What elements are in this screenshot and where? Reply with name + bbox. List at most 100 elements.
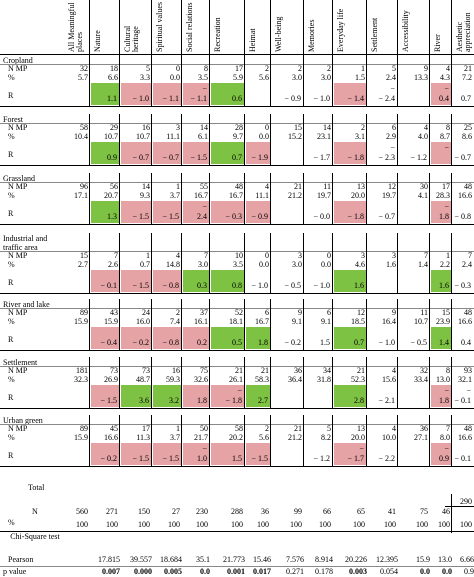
cell-percent: 18.5 [351,317,365,326]
column-divider [429,173,430,225]
column-divider [429,55,430,107]
cell-residual: − 1.0 [246,270,271,292]
cell-count: 7 [468,251,472,260]
residual-value: − 2.1 [378,396,395,405]
column-divider [366,0,367,54]
cell-percent: 9.1 [321,317,331,326]
total-count: 288 [231,507,243,516]
cell-residual [399,385,430,407]
cell-percent: 52.3 [351,375,365,384]
cell-count: 18 [110,64,118,73]
pvalue-value: 0.0 [420,567,430,576]
total-label: Total [28,483,45,492]
cell-count: 89 [80,424,88,433]
residual-value: − 1.0 [132,94,149,103]
cell-percent: 7.4 [170,317,180,326]
pearson-value: 12.395 [376,555,398,564]
cell-count: 21 [464,64,472,73]
pearson-value: 15.46 [253,555,271,564]
cell-percent: 33.4 [414,375,428,384]
cell-residual: − 1.4 [334,83,367,105]
residual-value: 2.7 [258,396,268,405]
column-header: Recreation [213,17,222,52]
cell-count: 16 [142,123,150,132]
total-count: 36 [261,507,269,516]
cell-residual: − 1.7 [305,142,333,164]
column-divider [89,357,90,409]
row-rule [0,366,474,367]
section-rule [0,466,474,467]
cell-count: 13 [357,424,365,433]
total-count: 65 [357,507,365,516]
cell-percent: 8.0 [440,433,450,442]
cell-count: 2 [265,424,269,433]
cell-percent: 16.4 [382,317,396,326]
cell-residual [272,142,304,164]
cell-count: 4 [392,366,396,375]
cell-residual: − 2.3− [368,142,398,164]
column-divider [244,233,245,294]
cell-residual: − 1.5 [121,270,152,292]
cell-residual: − 0.7 [153,142,182,164]
cell-residual: − [431,142,452,164]
total-percent: 100 [196,520,208,529]
cell-percent: 10.7 [414,317,428,326]
residual-value: 3.2 [169,396,179,405]
cell-residual: − 1.5 [121,443,152,465]
pvalue-value: 0.9 [464,567,474,576]
cell-count: 3 [298,251,302,260]
row-label-pct: % [8,317,15,326]
column-divider [151,173,152,225]
column-divider [366,299,367,351]
residual-value: − 1.5 [190,153,207,162]
column-divider [397,415,398,467]
cell-percent: 21.2 [288,191,302,200]
cell-residual: − 0.1− [453,385,474,407]
column-divider [89,173,90,225]
column-divider [451,299,452,351]
cell-residual: 2.7 [246,385,271,407]
cell-percent: 0.0 [259,132,269,141]
pearson-value: 8.914 [315,555,333,564]
row-label-pct: % [8,375,15,384]
cell-count: 17 [442,182,450,191]
row-rule [0,308,474,309]
column-divider [270,55,271,107]
column-header: All Meaningful places [67,2,84,52]
residual-value: 2.4 [197,212,207,221]
cell-percent: 13.3 [414,73,428,82]
column-divider [366,173,367,225]
cell-count: 3 [176,123,180,132]
residual-value: − 1.5 [132,212,149,221]
cell-count: 2 [298,64,302,73]
section-rule [0,224,474,225]
cell-residual: − 1.9 [246,142,271,164]
cell-count: 14 [142,182,150,191]
cell-count: 0 [265,123,269,132]
residual-value: − 1.5 [251,454,268,463]
cell-count: 181 [76,366,88,375]
cell-residual: 0.8 [211,270,245,292]
residual-dash: − [359,444,364,453]
cell-residual: 0.4 [453,327,474,349]
cell-count: 7 [446,424,450,433]
column-divider [451,0,452,54]
residual-value: − 0.5 [410,338,427,347]
pvalue-value: 0.001 [227,567,245,576]
cell-residual: − 0.4 [91,327,120,349]
header-rule [0,54,474,55]
column-divider [397,233,398,294]
cell-percent: 16.6 [104,433,118,442]
total-rule [0,531,474,532]
cell-percent: 13.0 [436,375,450,384]
residual-value: − 1.1 [190,94,207,103]
cell-percent: 4.3 [440,73,450,82]
cell-count: 75 [200,366,208,375]
cell-percent: 26.1 [229,375,243,384]
cell-count: 28 [235,123,243,132]
column-divider [119,114,120,166]
cell-residual [246,83,271,105]
row-label-pct: % [8,132,15,141]
cell-residual [272,385,304,407]
column-divider [151,357,152,409]
